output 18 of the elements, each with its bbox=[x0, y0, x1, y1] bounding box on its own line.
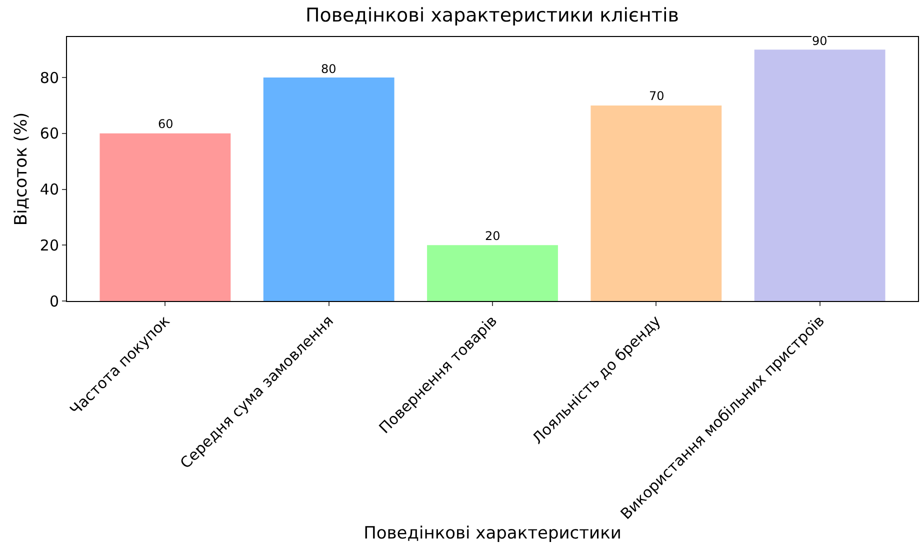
y-tick-label: 0 bbox=[49, 292, 59, 310]
data-label: 20 bbox=[485, 229, 500, 243]
x-axis-title: Поведінкові характеристики bbox=[364, 523, 622, 544]
y-tick-label: 20 bbox=[40, 236, 59, 254]
bar bbox=[427, 245, 558, 301]
y-tick-label: 60 bbox=[40, 124, 59, 143]
chart-title: Поведінкові характеристики клієнтів bbox=[305, 4, 679, 27]
bar bbox=[100, 133, 231, 301]
y-tick-label: 80 bbox=[40, 68, 59, 87]
bar bbox=[754, 50, 886, 301]
y-axis-title: Відсоток (%) bbox=[11, 112, 32, 226]
bar bbox=[263, 78, 394, 301]
bar bbox=[590, 105, 722, 301]
y-tick-label: 40 bbox=[40, 180, 59, 198]
data-label: 60 bbox=[158, 117, 174, 131]
data-label: 80 bbox=[321, 62, 336, 76]
data-label: 90 bbox=[812, 34, 828, 48]
data-label: 70 bbox=[649, 89, 664, 103]
